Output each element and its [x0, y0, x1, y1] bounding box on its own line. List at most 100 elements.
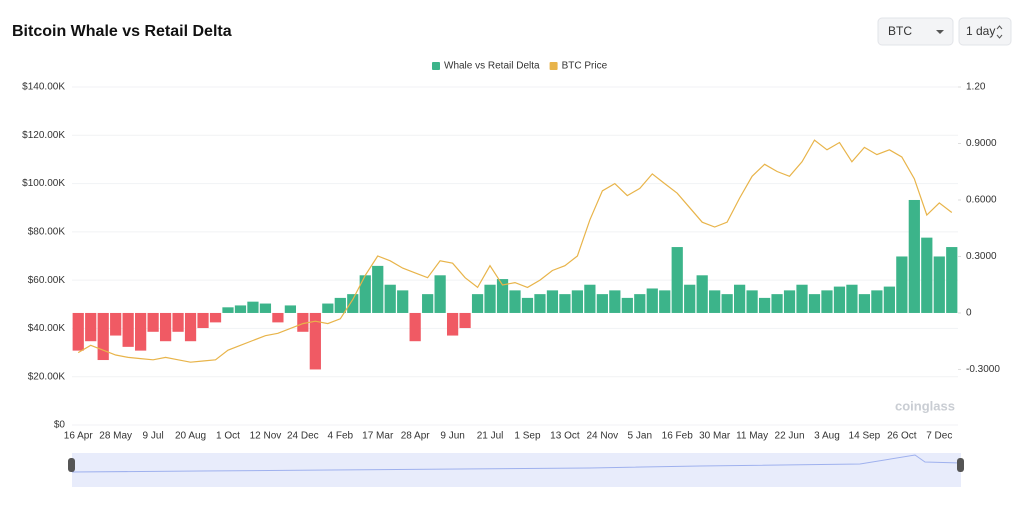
- x-tick-label: 30 Mar: [699, 431, 731, 442]
- y-tick-label: $20.00K: [28, 371, 66, 382]
- delta-bar: [783, 290, 796, 313]
- watermark: coinglass: [895, 398, 955, 413]
- delta-bar: [122, 312, 134, 347]
- x-tick-label: 28 May: [99, 431, 132, 442]
- y2-tick-label: 0: [966, 308, 972, 319]
- delta-bar: [521, 297, 534, 313]
- delta-bar: [284, 305, 296, 313]
- delta-bar: [184, 312, 197, 342]
- x-tick-label: 4 Feb: [328, 431, 354, 442]
- delta-bar: [896, 256, 908, 313]
- delta-bar: [833, 286, 846, 313]
- y-tick-label: $60.00K: [28, 275, 66, 286]
- y2-tick-label: 0.3000: [966, 251, 997, 262]
- delta-bar: [534, 294, 546, 313]
- delta-bar: [110, 312, 122, 336]
- delta-bar: [409, 312, 421, 342]
- delta-bar: [197, 312, 209, 329]
- delta-bar: [334, 297, 346, 313]
- x-tick-label: 5 Jan: [628, 431, 652, 442]
- delta-bar: [546, 290, 559, 313]
- x-tick-label: 9 Jun: [440, 431, 464, 442]
- y2-tick-label: 0.6000: [966, 195, 997, 206]
- x-tick-label: 17 Mar: [362, 431, 394, 442]
- y-tick-label: $100.00K: [22, 178, 65, 189]
- x-tick-label: 21 Jul: [477, 431, 504, 442]
- x-tick-label: 7 Dec: [926, 431, 952, 442]
- delta-bar: [484, 284, 496, 313]
- delta-bar: [808, 294, 821, 313]
- asset-select[interactable]: [877, 17, 954, 46]
- asset-select-label: BTC: [888, 24, 912, 38]
- delta-bar: [609, 290, 621, 313]
- spinner-arrows: [996, 25, 1003, 39]
- delta-bar: [247, 301, 259, 313]
- delta-bar: [771, 294, 783, 313]
- delta-bar: [858, 294, 871, 313]
- x-tick-label: 13 Oct: [550, 431, 580, 442]
- delta-bar: [209, 312, 222, 323]
- dropdown-arrow: [936, 30, 944, 34]
- delta-bar: [721, 294, 733, 313]
- x-tick-label: 20 Aug: [175, 431, 206, 442]
- legend-swatch: [432, 62, 440, 70]
- x-tick-label: 1 Sep: [514, 431, 541, 442]
- x-tick-label: 3 Aug: [814, 431, 840, 442]
- delta-bar: [921, 237, 933, 313]
- delta-bar: [871, 290, 883, 313]
- interval-select-label: 1 day: [966, 24, 995, 38]
- x-tick-label: 16 Feb: [662, 431, 694, 442]
- delta-bar: [559, 294, 571, 313]
- delta-bar: [297, 312, 309, 332]
- delta-bar: [459, 312, 471, 329]
- delta-bar: [172, 312, 184, 332]
- navigator-handle[interactable]: [957, 458, 964, 472]
- navigator-handle[interactable]: [68, 458, 75, 472]
- delta-bar: [571, 290, 584, 313]
- delta-bar: [734, 284, 746, 313]
- delta-bar: [397, 290, 409, 313]
- delta-bar: [933, 256, 945, 313]
- y-tick-label: $120.00K: [22, 130, 65, 141]
- y-tick-label: $40.00K: [28, 323, 66, 334]
- navigator[interactable]: [72, 453, 961, 487]
- delta-bar: [946, 247, 958, 313]
- delta-bar: [821, 290, 833, 313]
- delta-bar: [846, 284, 858, 313]
- delta-bar: [908, 199, 920, 313]
- delta-bar: [159, 312, 172, 342]
- navigator-line: [71, 454, 962, 473]
- delta-bar: [422, 294, 434, 313]
- interval-select[interactable]: [958, 17, 1012, 46]
- delta-bar: [347, 294, 359, 313]
- delta-bar: [596, 294, 608, 313]
- x-tick-label: 28 Apr: [401, 431, 431, 442]
- delta-bar: [509, 290, 521, 313]
- x-tick-label: 12 Nov: [250, 431, 282, 442]
- delta-bar: [584, 284, 596, 313]
- delta-bar: [746, 290, 758, 313]
- delta-bar: [322, 303, 334, 313]
- delta-bar: [272, 312, 284, 323]
- page-title: Bitcoin Whale vs Retail Delta: [12, 23, 232, 40]
- delta-bar: [758, 297, 771, 313]
- delta-bar: [359, 275, 371, 313]
- delta-bar: [621, 297, 633, 313]
- delta-bar: [85, 312, 97, 342]
- delta-bar: [471, 294, 484, 313]
- x-tick-label: 22 Jun: [775, 431, 805, 442]
- delta-bar: [234, 305, 247, 313]
- delta-bar: [684, 284, 696, 313]
- delta-bar: [372, 265, 384, 313]
- legend-label: Whale vs Retail Delta: [444, 61, 540, 72]
- x-tick-label: 9 Jul: [143, 431, 164, 442]
- x-tick-label: 11 May: [736, 431, 768, 442]
- delta-bar: [634, 294, 646, 313]
- delta-bar: [646, 288, 658, 313]
- delta-bar: [696, 275, 708, 313]
- delta-bar: [796, 284, 808, 313]
- delta-bar: [72, 312, 84, 351]
- x-tick-label: 24 Dec: [287, 431, 319, 442]
- delta-bar: [446, 312, 459, 336]
